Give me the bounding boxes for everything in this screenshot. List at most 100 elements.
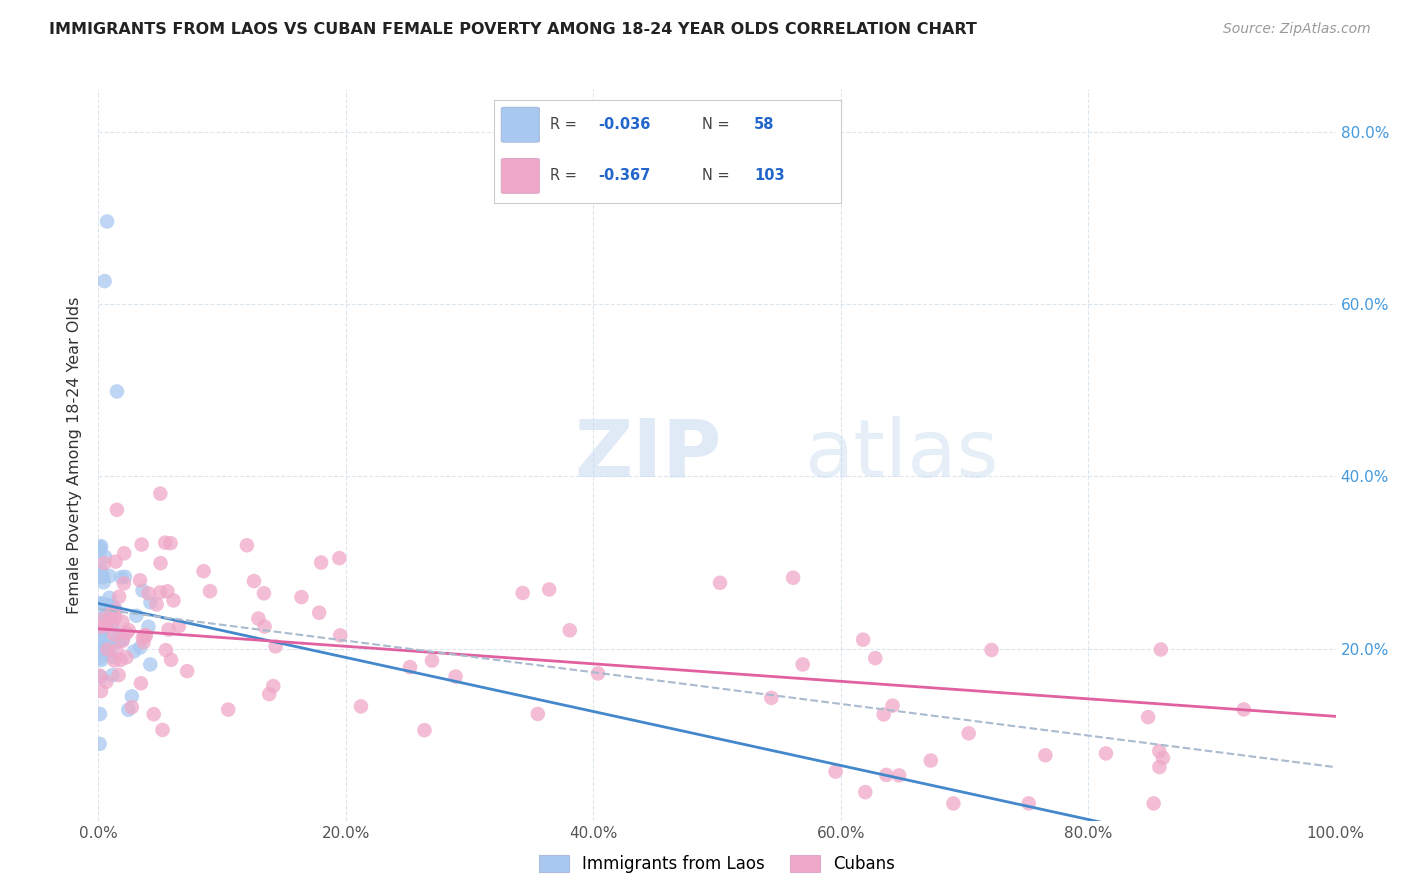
Point xyxy=(167,619,190,633)
Point xyxy=(90,613,112,627)
Point xyxy=(957,726,980,740)
Point xyxy=(873,707,896,722)
Point xyxy=(1143,797,1166,811)
Point xyxy=(413,723,436,738)
Point xyxy=(89,540,111,554)
Point xyxy=(104,555,127,569)
Point xyxy=(1018,797,1040,811)
Point xyxy=(90,620,112,634)
Point xyxy=(350,699,373,714)
Point xyxy=(101,600,124,615)
Legend: Immigrants from Laos, Cubans: Immigrants from Laos, Cubans xyxy=(530,847,904,882)
Point xyxy=(1150,642,1173,657)
Point xyxy=(90,635,112,649)
Point xyxy=(586,666,609,681)
Point xyxy=(111,632,134,647)
Point xyxy=(444,669,467,683)
Point xyxy=(253,619,276,633)
Point xyxy=(121,700,143,714)
Point xyxy=(115,650,138,665)
Point xyxy=(108,590,131,604)
Point xyxy=(105,384,128,399)
Point xyxy=(149,556,172,570)
Point xyxy=(399,660,422,674)
Point xyxy=(103,627,125,641)
Point xyxy=(420,654,443,668)
Point xyxy=(309,556,332,570)
Point xyxy=(94,618,117,632)
Point xyxy=(93,274,115,288)
Point xyxy=(90,563,112,577)
Point xyxy=(129,640,152,655)
Point xyxy=(156,584,179,599)
Point xyxy=(90,684,112,698)
Point xyxy=(152,723,174,737)
Point xyxy=(89,543,111,558)
Point xyxy=(159,536,181,550)
Point xyxy=(132,635,155,649)
Point xyxy=(89,597,111,611)
Point xyxy=(105,502,128,516)
Point xyxy=(887,768,910,782)
Point xyxy=(110,570,132,584)
Point xyxy=(155,643,177,657)
Point xyxy=(112,576,135,591)
Point xyxy=(132,631,155,645)
Point xyxy=(110,653,132,667)
Point xyxy=(115,625,138,640)
Point xyxy=(157,623,180,637)
Point xyxy=(89,651,111,665)
Point xyxy=(138,620,160,634)
Text: Source: ZipAtlas.com: Source: ZipAtlas.com xyxy=(1223,22,1371,37)
Point xyxy=(90,624,112,639)
Point xyxy=(101,601,124,615)
Point xyxy=(100,616,122,631)
Point xyxy=(1149,760,1171,774)
Point xyxy=(104,627,127,641)
Point xyxy=(98,569,121,583)
Point xyxy=(121,690,143,704)
Point xyxy=(89,613,111,627)
Point xyxy=(111,615,134,629)
Point xyxy=(96,214,118,228)
Point xyxy=(247,611,270,625)
Point xyxy=(1137,710,1160,724)
Point xyxy=(145,598,167,612)
Point xyxy=(97,640,120,654)
Point xyxy=(101,617,124,632)
Point xyxy=(104,610,127,624)
Point xyxy=(89,645,111,659)
Point xyxy=(257,687,280,701)
Point xyxy=(875,768,897,782)
Point xyxy=(512,586,534,600)
Point xyxy=(153,535,176,549)
Point xyxy=(538,582,561,597)
Point xyxy=(558,624,581,638)
Point xyxy=(90,670,112,684)
Point xyxy=(104,603,127,617)
Point xyxy=(882,698,904,713)
Point xyxy=(1033,748,1056,763)
Point xyxy=(131,583,153,598)
Point xyxy=(236,538,259,552)
Point xyxy=(111,633,134,648)
Text: ZIP: ZIP xyxy=(575,416,723,494)
Point xyxy=(852,632,875,647)
Y-axis label: Female Poverty Among 18-24 Year Olds: Female Poverty Among 18-24 Year Olds xyxy=(67,296,83,614)
Point xyxy=(93,556,115,570)
Text: IMMIGRANTS FROM LAOS VS CUBAN FEMALE POVERTY AMONG 18-24 YEAR OLDS CORRELATION C: IMMIGRANTS FROM LAOS VS CUBAN FEMALE POV… xyxy=(49,22,977,37)
Point xyxy=(103,600,125,615)
Point xyxy=(98,591,121,605)
Point xyxy=(114,570,136,584)
Point xyxy=(98,610,121,624)
Point xyxy=(290,590,312,604)
Point xyxy=(709,575,731,590)
Point xyxy=(920,754,942,768)
Point xyxy=(942,797,965,811)
Point xyxy=(101,649,124,664)
Point xyxy=(90,567,112,582)
Point xyxy=(149,486,172,500)
Point xyxy=(118,623,141,637)
Point xyxy=(329,628,352,642)
Point xyxy=(980,643,1002,657)
